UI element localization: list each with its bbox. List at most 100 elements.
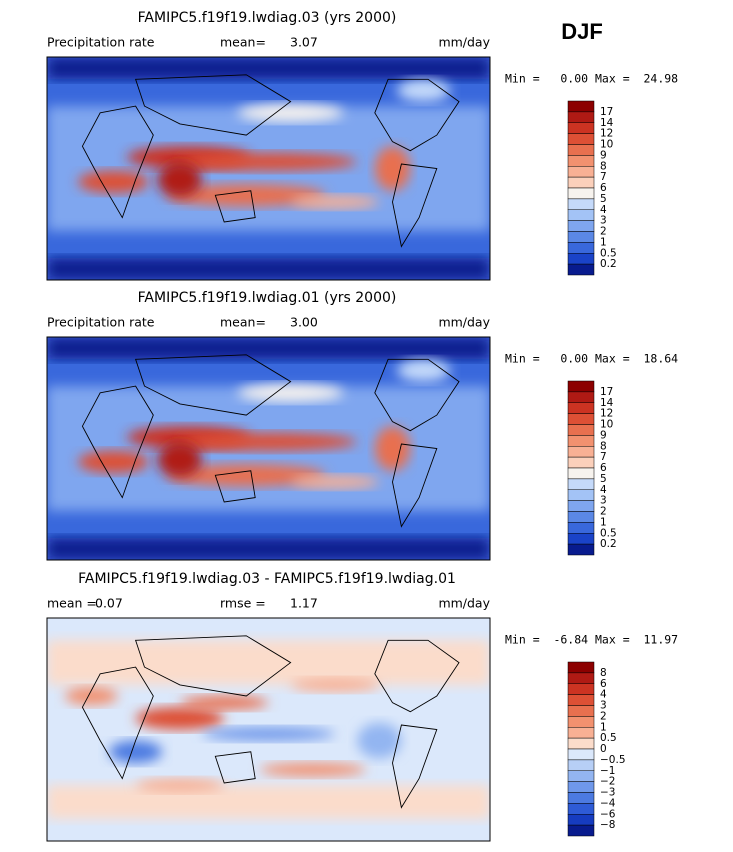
panel-title: FAMIPC5.f19f19.lwdiag.03 (yrs 2000) [138, 10, 397, 26]
map-frame [46, 336, 491, 561]
colorbar-box [567, 522, 595, 534]
colorbar-label: 8 [600, 160, 607, 172]
colorbar-box [567, 683, 595, 695]
map-feature [109, 740, 163, 763]
colorbar-box [567, 144, 595, 156]
map-feature [237, 383, 344, 402]
colorbar-box [567, 122, 595, 134]
panel-title: FAMIPC5.f19f19.lwdiag.03 - FAMIPC5.f19f1… [78, 571, 456, 587]
colorbar-box [567, 413, 595, 425]
colorbar-label: 0.5 [600, 732, 617, 744]
colorbar-label: 5 [600, 193, 607, 205]
map-band [47, 537, 490, 560]
stat-label: mean= [220, 35, 266, 50]
coastline [374, 78, 460, 152]
map-feature [290, 195, 380, 209]
map-feature [166, 464, 327, 487]
map-feature [290, 678, 380, 692]
colorbar-box [567, 737, 595, 750]
variable-label: Precipitation rate [47, 35, 155, 50]
colorbar-label: 6 [600, 678, 607, 690]
colorbar-box [567, 187, 595, 200]
map-feature [357, 722, 402, 759]
map-feature [64, 687, 118, 705]
colorbar-box [567, 716, 595, 728]
colorbar-label: −8 [600, 819, 615, 831]
colorbar-box [567, 824, 595, 837]
colorbar-box [567, 478, 595, 490]
coastline [214, 470, 256, 503]
colorbar-label: 12 [600, 128, 613, 140]
colorbar-box [567, 231, 595, 243]
map-feature [166, 184, 327, 207]
colorbar-label: 1 [600, 721, 607, 733]
map-feature [396, 359, 451, 382]
colorbar-label: 2 [600, 710, 607, 722]
units-label: mm/day [438, 35, 490, 50]
colorbar-label: 14 [600, 117, 614, 129]
stat-value: 0.07 [95, 596, 123, 611]
colorbar-label: 0.5 [600, 247, 617, 259]
coastline [134, 635, 292, 697]
map-feature [179, 696, 269, 710]
colorbar-box [567, 446, 595, 458]
map [47, 337, 490, 560]
colorbar-box [567, 781, 595, 793]
colorbar-label: 7 [600, 451, 607, 463]
coastline [134, 354, 292, 416]
map-band [47, 337, 490, 360]
map-band [47, 57, 490, 80]
coastline [214, 751, 256, 784]
stat-value: 3.07 [290, 35, 318, 50]
colorbar-box [567, 209, 595, 221]
colorbar-label: 3 [600, 215, 607, 227]
range-label: Min = 0.00 Max = 24.98 [505, 72, 678, 86]
colorbar-label: 8 [600, 667, 607, 679]
colorbar-box [567, 511, 595, 523]
map-feature [374, 146, 411, 191]
map [47, 57, 490, 280]
colorbar-label: 0.2 [600, 258, 617, 270]
range-label: Min = 0.00 Max = 18.64 [505, 352, 678, 366]
colorbar-label: 3 [600, 495, 607, 507]
map-feature [259, 762, 366, 777]
colorbar-box [567, 133, 595, 145]
colorbar-label: 2 [600, 226, 607, 238]
season-label: DJF [561, 19, 603, 44]
colorbar-box [567, 770, 595, 782]
map-feature [374, 426, 411, 471]
map-band [47, 257, 490, 280]
colorbar-box [567, 435, 595, 447]
colorbar-box [567, 814, 595, 826]
map-feature [157, 161, 203, 198]
coastline [214, 190, 256, 223]
map-band [47, 640, 490, 685]
colorbar-box [567, 727, 595, 739]
colorbar-label: 4 [600, 484, 607, 496]
map-band [47, 785, 490, 819]
colorbar-label: 0.5 [600, 527, 617, 539]
stat-value: 1.17 [290, 596, 318, 611]
map-feature [157, 441, 203, 478]
colorbar-label: 6 [600, 182, 607, 194]
coastline [81, 666, 154, 780]
map-feature [202, 727, 335, 741]
colorbar-label: −2 [600, 776, 615, 788]
coastline [392, 443, 438, 528]
colorbar-label: 9 [600, 149, 607, 161]
map-feature [396, 79, 451, 102]
colorbar-label: 9 [600, 429, 607, 441]
colorbar-label: −0.5 [600, 754, 626, 766]
colorbar-box [567, 672, 595, 684]
colorbar-label: 4 [600, 689, 607, 701]
map-feature [237, 103, 344, 122]
map-frame [46, 56, 491, 281]
colorbar-label: 17 [600, 386, 613, 398]
colorbar-box [567, 500, 595, 512]
map-feature [290, 475, 380, 489]
colorbar-box [567, 705, 595, 717]
coastline [134, 74, 292, 136]
colorbar-box [567, 253, 595, 265]
colorbar-box [567, 456, 595, 469]
colorbar-label: 2 [600, 506, 607, 518]
